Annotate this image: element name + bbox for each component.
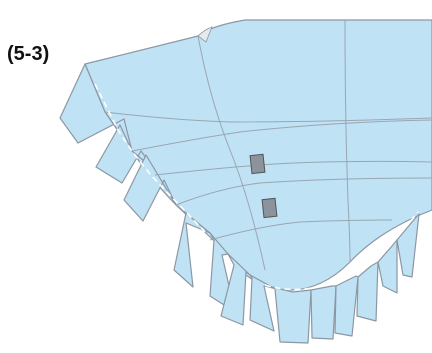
flap-bottom-8: [356, 261, 379, 322]
block-upper: [249, 153, 266, 175]
grid-line: [209, 219, 393, 241]
grid-line: [154, 160, 432, 176]
seam-bottom: [264, 211, 419, 291]
seam-left: [94, 83, 206, 233]
flap-bottom-7: [334, 275, 359, 337]
panel-grid-lines: [104, 19, 432, 271]
flap-bottom-5: [271, 286, 312, 344]
block-lower: [261, 197, 278, 219]
top-notch: [197, 26, 213, 43]
flap-bottom-9: [377, 239, 398, 294]
flap-bottom-6: [310, 285, 337, 340]
grid-line: [175, 177, 432, 206]
grid-line: [131, 119, 432, 152]
grid-line: [197, 35, 266, 271]
grid-line: [344, 19, 351, 263]
grid-line: [104, 111, 432, 123]
flap-bottom-10: [396, 213, 420, 278]
figure-label: (5-3): [7, 43, 50, 65]
